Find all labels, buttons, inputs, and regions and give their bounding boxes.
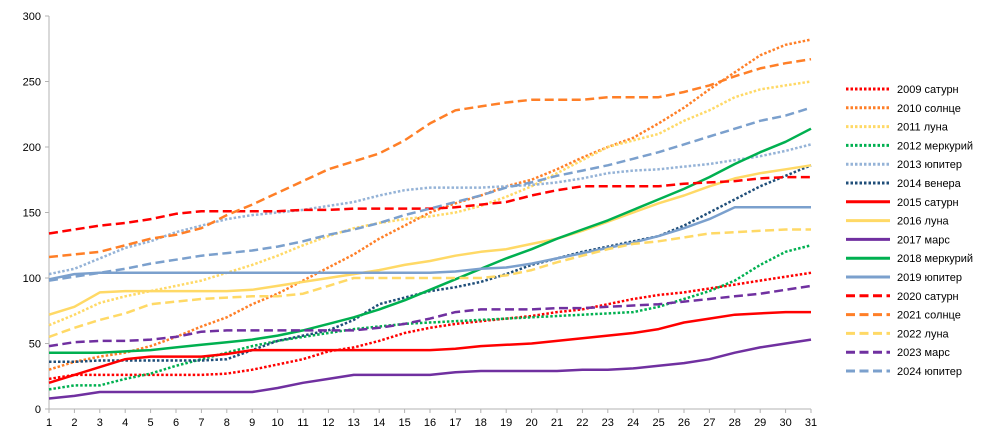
x-tick-label: 23 bbox=[602, 417, 614, 429]
series-line-15 bbox=[48, 284, 812, 348]
x-tick-label: 18 bbox=[475, 417, 487, 429]
series-line-7 bbox=[48, 310, 811, 384]
series-line-1 bbox=[48, 271, 812, 381]
y-tick-label: 50 bbox=[29, 339, 41, 351]
legend-item: 2016 луна bbox=[846, 216, 950, 228]
y-tick-label: 200 bbox=[23, 142, 41, 154]
x-tick-label: 13 bbox=[348, 417, 360, 429]
legend-label: 2009 сатурн bbox=[897, 84, 959, 96]
legend-item: 2022 луна bbox=[846, 328, 950, 340]
series-lines bbox=[48, 38, 812, 400]
x-tick-label: 22 bbox=[576, 417, 588, 429]
x-tick-label: 11 bbox=[297, 417, 308, 429]
y-tick-label: 100 bbox=[23, 273, 41, 285]
legend-item: 2021 солнце bbox=[846, 310, 961, 322]
y-tick-label: 300 bbox=[23, 11, 41, 23]
x-tick-label: 30 bbox=[779, 417, 791, 429]
x-tick-label: 4 bbox=[122, 417, 128, 429]
series-line-3 bbox=[48, 80, 812, 327]
legend-label: 2016 луна bbox=[897, 216, 950, 228]
x-tick-label: 27 bbox=[703, 417, 715, 429]
x-tick-label: 21 bbox=[551, 417, 563, 429]
legend-label: 2019 юпитер bbox=[897, 272, 962, 284]
legend-item: 2012 меркурий bbox=[846, 140, 973, 152]
legend-item: 2015 сатурн bbox=[846, 197, 959, 209]
legend-label: 2010 солнце bbox=[897, 103, 961, 115]
legend-label: 2018 меркурий bbox=[897, 253, 973, 265]
x-tick-label: 28 bbox=[729, 417, 741, 429]
legend-label: 2015 сатурн bbox=[897, 197, 959, 209]
series-line-4 bbox=[48, 244, 812, 391]
legend: 2009 сатурн 2010 солнце 2011 луна 2012 мерк… bbox=[846, 84, 973, 378]
legend-item: 2014 венера bbox=[846, 178, 962, 190]
x-tick-label: 19 bbox=[500, 417, 512, 429]
legend-label: 2020 сатурн bbox=[897, 291, 959, 303]
x-tick-label: 10 bbox=[271, 417, 283, 429]
legend-label: 2013 юпитер bbox=[897, 159, 962, 171]
series-line-8 bbox=[48, 164, 812, 316]
legend-label: 2021 солнце bbox=[897, 310, 961, 322]
x-tick-label: 9 bbox=[249, 417, 255, 429]
legend-label: 2024 юпитер bbox=[897, 366, 962, 378]
x-tick-label: 26 bbox=[678, 417, 690, 429]
x-tick-label: 24 bbox=[627, 417, 639, 429]
legend-item: 2009 сатурн bbox=[846, 84, 959, 96]
legend-item: 2018 меркурий bbox=[846, 253, 973, 265]
x-tick-label: 17 bbox=[449, 417, 461, 429]
x-tick-label: 5 bbox=[148, 417, 154, 429]
x-tick-label: 3 bbox=[97, 417, 103, 429]
x-tick-label: 14 bbox=[373, 417, 385, 429]
y-tick-label: 150 bbox=[23, 208, 41, 220]
legend-label: 2023 марс bbox=[897, 347, 950, 359]
x-tick-label: 15 bbox=[398, 417, 410, 429]
x-tick-label: 8 bbox=[224, 417, 230, 429]
x-tick-label: 6 bbox=[173, 417, 179, 429]
x-tick-label: 29 bbox=[754, 417, 766, 429]
legend-item: 2020 сатурн bbox=[846, 291, 959, 303]
legend-item: 2024 юпитер bbox=[846, 366, 962, 378]
series-line-11 bbox=[48, 206, 811, 281]
legend-label: 2011 луна bbox=[897, 122, 949, 134]
x-tick-label: 31 bbox=[805, 417, 817, 429]
series-line-5 bbox=[48, 143, 812, 276]
x-tick-label: 20 bbox=[525, 417, 537, 429]
x-tick-label: 16 bbox=[424, 417, 436, 429]
legend-item: 2019 юпитер bbox=[846, 272, 962, 284]
series-line-13 bbox=[48, 57, 812, 259]
x-tick-label: 7 bbox=[198, 417, 204, 429]
series-line-16 bbox=[48, 106, 812, 282]
y-tick-label: 250 bbox=[23, 77, 41, 89]
x-tick-label: 25 bbox=[652, 417, 664, 429]
legend-item: 2011 луна bbox=[846, 122, 949, 134]
legend-item: 2010 солнце bbox=[846, 103, 961, 115]
legend-label: 2022 луна bbox=[897, 328, 950, 340]
legend-label: 2012 меркурий bbox=[897, 140, 973, 152]
legend-label: 2017 марс bbox=[897, 234, 950, 246]
x-tick-label: 1 bbox=[46, 417, 52, 429]
series-line-9 bbox=[48, 338, 812, 400]
y-tick-label: 0 bbox=[35, 404, 41, 416]
legend-item: 2023 марс bbox=[846, 347, 950, 359]
series-line-10 bbox=[49, 127, 812, 354]
legend-label: 2014 венера bbox=[897, 178, 962, 190]
x-tick-label: 2 bbox=[71, 417, 77, 429]
series-line-6 bbox=[49, 164, 812, 364]
series-line-12 bbox=[48, 175, 811, 235]
legend-item: 2017 марс bbox=[846, 234, 950, 246]
legend-item: 2013 юпитер bbox=[846, 159, 962, 171]
x-tick-label: 12 bbox=[322, 417, 334, 429]
